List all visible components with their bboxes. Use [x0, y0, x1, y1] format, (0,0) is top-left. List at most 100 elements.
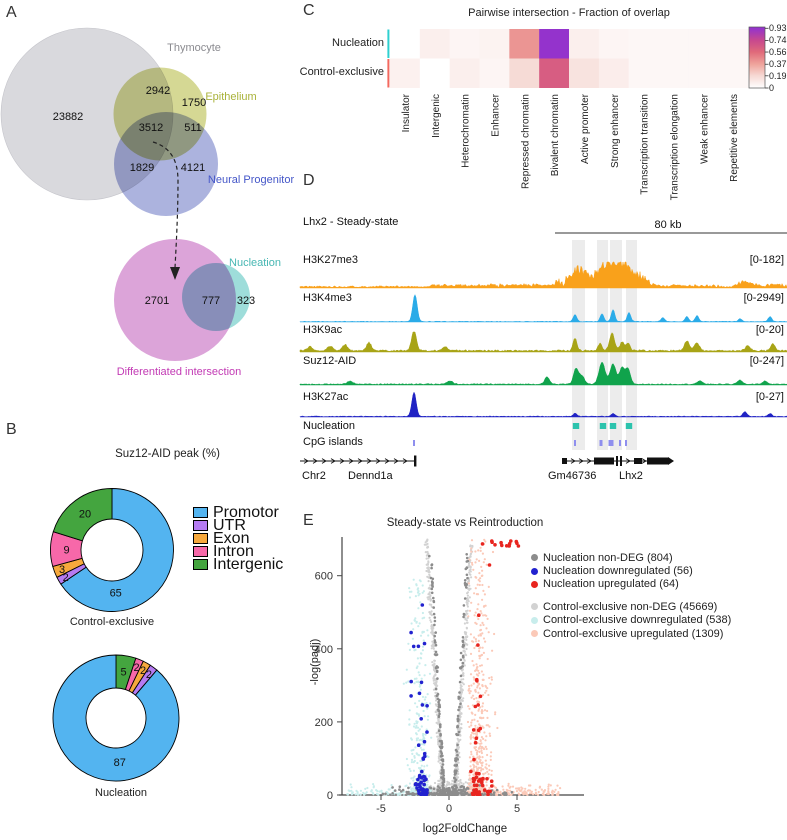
volcano-point — [477, 691, 480, 694]
volcano-point — [494, 711, 497, 714]
volcano-point — [411, 752, 414, 756]
track-range-suz12-aid: [0-247] — [749, 355, 784, 367]
volcano-point — [409, 630, 413, 635]
volcano-point — [412, 578, 415, 581]
volcano-point — [479, 664, 482, 667]
volcano-point — [461, 669, 464, 672]
volcano-point — [483, 538, 486, 541]
volcano-point — [474, 746, 478, 749]
volcano-point — [549, 784, 552, 787]
volcano-point — [490, 676, 493, 679]
volcano-point — [437, 700, 440, 704]
volcano-point — [414, 782, 419, 787]
volcano-point — [480, 612, 483, 615]
volcano-point — [474, 730, 477, 733]
volcano-point — [435, 791, 438, 795]
volcano-point — [488, 676, 491, 680]
volcano-point — [482, 651, 485, 655]
heatmap-cell — [449, 58, 480, 88]
volcano-point — [459, 702, 462, 706]
volcano-point — [433, 623, 436, 627]
volcano-y-axis-label: -log(padj) — [309, 638, 321, 686]
ce_non-dot-icon — [531, 603, 538, 611]
volcano-point — [466, 621, 469, 624]
volcano-point — [425, 569, 428, 573]
intergenic-swatch-icon — [193, 559, 208, 570]
volcano-point — [370, 789, 373, 792]
volcano-point — [464, 781, 467, 784]
volcano-point — [536, 793, 540, 796]
volcano-point — [453, 764, 457, 767]
volcano-legend: Nucleation non-DEG (804) Nucleation downr… — [531, 551, 731, 640]
venn-count-differentiated-only: 2701 — [144, 295, 170, 307]
volcano-legend-label: Nucleation downregulated (56) — [543, 565, 693, 578]
volcano-point — [416, 743, 421, 747]
volcano-point — [504, 791, 508, 795]
volcano-point — [478, 657, 481, 660]
heatmap-column-label: Transcription elongation — [669, 94, 680, 200]
volcano-point — [462, 683, 465, 686]
volcano-point — [457, 779, 460, 783]
volcano-point — [416, 591, 420, 594]
heatmap-column-label: Intergenic — [431, 94, 442, 138]
volcano-point — [460, 723, 463, 726]
volcano-point — [480, 542, 485, 546]
volcano-point — [410, 777, 413, 780]
volcano-point — [481, 764, 484, 767]
volcano-point — [413, 756, 416, 759]
volcano-point — [414, 595, 417, 598]
volcano-point — [459, 791, 462, 794]
volcano-point — [466, 609, 469, 612]
volcano-point — [466, 559, 470, 563]
volcano-point — [482, 623, 485, 627]
volcano-point — [431, 577, 435, 581]
volcano-point — [490, 769, 493, 772]
volcano-point — [475, 751, 479, 754]
volcano-point — [389, 793, 392, 796]
volcano-point — [410, 622, 413, 625]
exon-swatch-icon — [193, 533, 208, 544]
volcano-point — [463, 664, 466, 667]
volcano-point — [441, 784, 444, 787]
volcano-point — [423, 674, 426, 677]
volcano-point — [465, 612, 468, 615]
volcano-point — [457, 772, 460, 776]
heatmap-cell — [539, 29, 570, 59]
volcano-point — [435, 713, 439, 716]
volcano-point — [440, 741, 444, 745]
volcano-point — [469, 545, 472, 548]
donut-slice-value: 2 — [146, 669, 152, 681]
volcano-point — [431, 633, 434, 636]
heatmap-cell — [419, 29, 450, 59]
gene-direction-arrow-icon — [330, 458, 336, 464]
volcano-point — [419, 688, 422, 691]
volcano-point — [426, 693, 429, 696]
volcano-point — [350, 793, 353, 796]
volcano-point — [413, 759, 416, 763]
volcano-point — [538, 785, 542, 788]
volcano-point — [467, 580, 470, 583]
y-tick-label: 0 — [327, 790, 333, 802]
volcano-point — [461, 789, 465, 792]
volcano-point — [478, 755, 481, 758]
y-tick-label: 400 — [315, 644, 333, 656]
volcano-point — [470, 547, 473, 550]
volcano-point — [499, 540, 503, 545]
heatmap-cell — [628, 29, 659, 59]
volcano-point — [528, 792, 532, 795]
volcano-point — [417, 587, 420, 590]
volcano-legend-label: Control-exclusive downregulated (538) — [543, 614, 732, 627]
volcano-point — [400, 790, 403, 793]
legend-item-promotor: Promotor — [193, 504, 283, 521]
volcano-point — [408, 782, 412, 785]
volcano-point — [462, 604, 466, 607]
volcano-point — [487, 585, 490, 589]
volcano-point — [478, 559, 481, 563]
track-label-suz12-aid: Suz12-AID — [303, 355, 357, 367]
volcano-point — [419, 793, 423, 796]
legend-item-utr: UTR — [193, 517, 283, 534]
volcano-point — [484, 772, 487, 775]
gene-direction-arrow-icon — [402, 458, 408, 464]
volcano-point — [456, 718, 460, 721]
volcano-point — [407, 642, 410, 645]
